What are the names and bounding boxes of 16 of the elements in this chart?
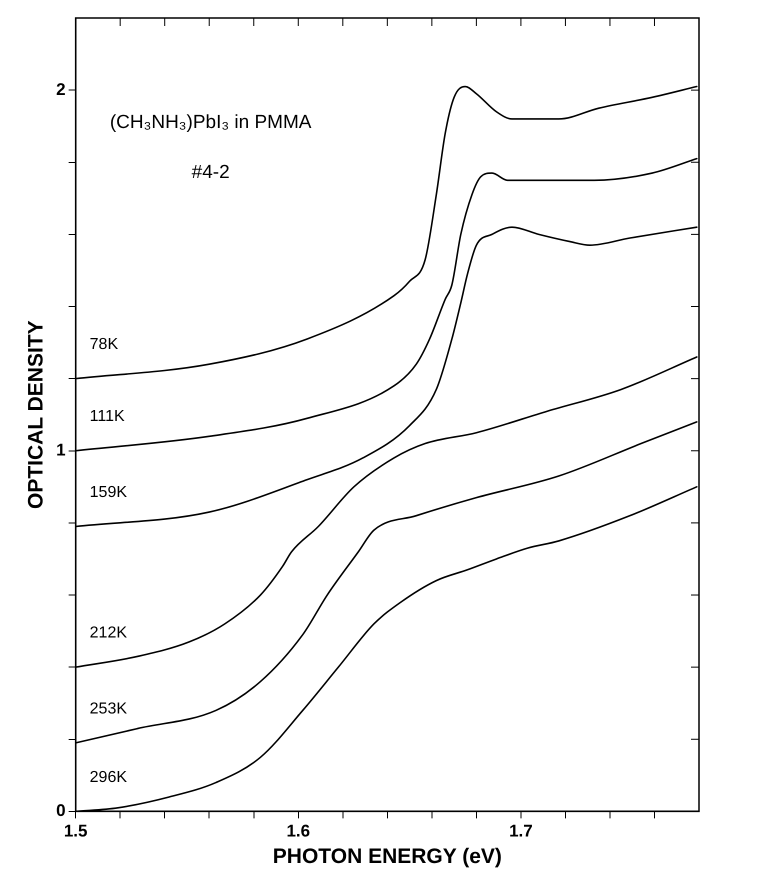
y-axis-title: OPTICAL DENSITY [24,320,48,510]
y-tick-label: 2 [56,80,66,99]
series-label: 78K [90,336,118,354]
series-label: 253K [90,700,128,718]
series-label: 212K [90,624,128,642]
annotation: #4-2 [192,162,230,184]
y-tick-label: 0 [56,801,66,820]
x-tick-label: 1.7 [509,821,533,840]
series-label: 296K [90,768,128,786]
series-label: 159K [90,484,128,501]
x-tick-label: 1.6 [286,821,310,840]
x-tick-label: 1.5 [64,821,88,840]
annotation: (CH₃NH₃)PbI₃ in PMMA [110,112,312,134]
x-axis-title: PHOTON ENERGY (eV) [272,845,502,868]
y-tick-label: 1 [56,440,66,460]
series-label: 111K [90,408,125,426]
